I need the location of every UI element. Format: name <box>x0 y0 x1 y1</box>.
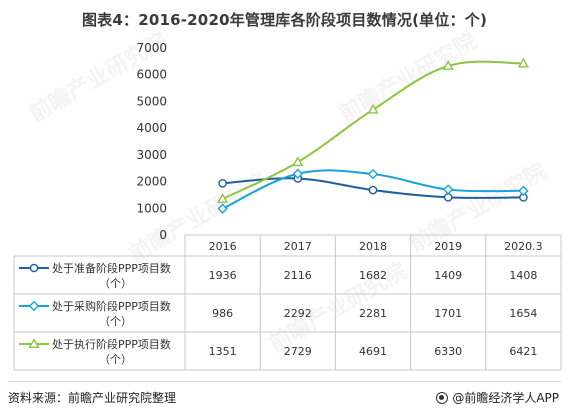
y-tick-label: 1000 <box>136 201 167 215</box>
legend-label: 处于执行阶段PPP项目数 <box>52 337 171 351</box>
brand-note: @前瞻经济学人APP <box>436 389 559 406</box>
y-tick-label: 3000 <box>136 148 167 162</box>
y-tick-label: 6000 <box>136 68 167 82</box>
data-point-series-1 <box>443 193 453 202</box>
data-point-series-3 <box>517 57 530 68</box>
source-note: 资料来源：前瞻产业研究院整理 <box>8 391 177 405</box>
y-tick-label: 2000 <box>136 175 167 189</box>
y-tick-label: 7000 <box>136 41 167 55</box>
data-table-value: 2292 <box>284 307 312 320</box>
data-point-series-2 <box>367 168 379 180</box>
data-point-series-3 <box>292 156 304 167</box>
x-category-label: 2019 <box>434 240 462 253</box>
data-table-value: 6421 <box>509 345 537 358</box>
data-table-value: 2116 <box>284 269 312 282</box>
data-table-value: 1936 <box>209 269 237 282</box>
legend-key-marker <box>28 300 40 312</box>
x-category-label: 2016 <box>209 240 237 253</box>
legend-label: 处于准备阶段PPP项目数 <box>52 261 171 275</box>
data-table-value: 1682 <box>359 269 387 282</box>
legend-label: 处于采购阶段PPP项目数 <box>52 299 171 313</box>
data-table-value: 1409 <box>434 269 462 282</box>
brand-logo-icon <box>436 391 449 404</box>
y-tick-label: 0 <box>159 228 167 242</box>
legend-label: （个） <box>99 277 132 290</box>
data-table-value: 1654 <box>509 307 537 320</box>
x-category-label: 2020.3 <box>504 240 543 253</box>
x-category-label: 2017 <box>284 240 312 253</box>
data-table-value: 4691 <box>359 345 387 358</box>
data-point-series-2 <box>292 168 303 179</box>
data-point-series-2 <box>443 184 454 195</box>
data-point-series-3 <box>216 193 229 203</box>
legend-key-marker <box>28 338 40 348</box>
data-point-series-3 <box>442 60 454 70</box>
data-table-value: 6330 <box>434 345 462 358</box>
legend-label: （个） <box>99 353 132 366</box>
y-tick-label: 5000 <box>136 94 167 108</box>
data-point-series-1 <box>218 178 227 188</box>
data-point-series-1 <box>368 185 378 195</box>
x-category-label: 2018 <box>359 240 387 253</box>
data-table-value: 1408 <box>509 269 537 282</box>
data-point-series-2 <box>518 185 529 197</box>
data-point-series-2 <box>217 203 228 214</box>
legend-key-marker <box>29 263 39 273</box>
data-table-value: 2729 <box>284 345 312 358</box>
data-table-value: 1351 <box>209 345 237 358</box>
footer-divider <box>8 381 561 382</box>
legend-label: （个） <box>99 315 132 328</box>
brand-label: @前瞻经济学人APP <box>452 391 559 405</box>
data-table-value: 2281 <box>359 307 387 320</box>
data-table-value: 1701 <box>434 307 462 320</box>
y-tick-label: 4000 <box>136 121 167 135</box>
data-point-series-3 <box>367 103 379 114</box>
chart-title: 图表4：2016-2020年管理库各阶段项目数情况(单位：个) <box>81 11 488 29</box>
data-table-value: 986 <box>212 307 233 320</box>
